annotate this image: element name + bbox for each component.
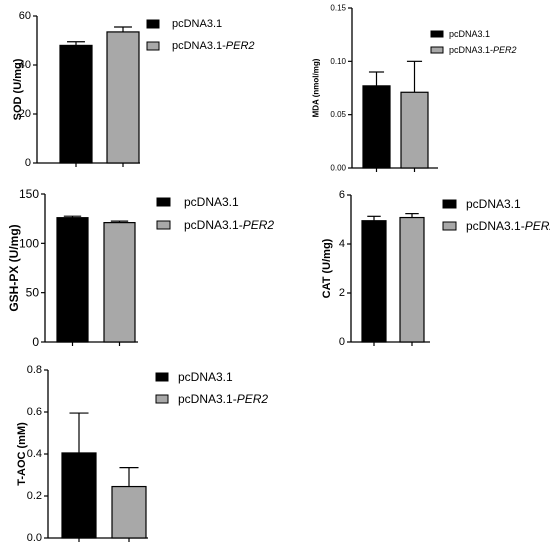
legend-swatch — [146, 41, 160, 51]
legend-swatch — [430, 46, 444, 54]
y-tick-label: 0.2 — [27, 490, 42, 502]
y-axis-title: SOD (U/mg) — [12, 58, 24, 120]
y-tick-label: 50 — [26, 286, 40, 300]
y-tick-label: 6 — [339, 189, 345, 201]
y-tick-label: 0 — [32, 335, 39, 349]
y-tick-label: 150 — [19, 187, 39, 201]
y-tick-label: 0.05 — [330, 110, 346, 119]
bar-pcdna3-1-per2 — [103, 222, 136, 343]
y-tick-label: 4 — [339, 238, 345, 250]
y-axis-title: T-AOC (mM) — [16, 422, 28, 486]
legend-label-gene: PER2 — [226, 40, 255, 52]
legend-swatch — [156, 220, 171, 230]
y-axis-title: GSH-PX (U/mg) — [7, 224, 21, 311]
legend-swatch — [146, 19, 160, 29]
bar-pcdna3-1 — [61, 452, 97, 539]
legend-swatch — [442, 199, 457, 209]
legend-label: pcDNA3.1-PER2 — [184, 218, 274, 232]
y-tick-label: 0.6 — [27, 406, 42, 418]
y-tick-label: 0 — [25, 157, 31, 169]
legend-swatch — [430, 30, 444, 38]
legend: pcDNA3.1 pcDNA3.1-PER2 — [146, 18, 255, 52]
legend: pcDNA3.1 pcDNA3.1-PER2 — [430, 29, 517, 55]
bar-pcdna3-1-per2 — [400, 91, 429, 169]
y-tick-label: 0.8 — [27, 364, 42, 376]
legend-label-gene: PER2 — [237, 392, 269, 406]
legend-swatch — [155, 394, 169, 404]
bar-pcdna3-1-per2 — [399, 216, 425, 343]
legend-label-prefix: pcDNA3.1- — [178, 392, 237, 406]
legend-label: pcDNA3.1 — [178, 370, 233, 384]
cat-chart: 0 2 4 6 CAT (U/mg) pcDNA3.1 pcDNA3.1-PER2 — [321, 189, 550, 348]
legend-label: pcDNA3.1 — [172, 18, 222, 30]
bar-pcdna3-1 — [59, 44, 93, 164]
y-tick-label: 0.00 — [330, 164, 346, 173]
legend-swatch — [442, 221, 457, 231]
y-tick-label: 0.15 — [330, 4, 346, 13]
y-tick-label: 0 — [339, 336, 345, 348]
bar-pcdna3-1 — [362, 85, 391, 169]
legend-label-prefix: pcDNA3.1- — [172, 40, 226, 52]
y-tick-label: 20 — [19, 108, 31, 120]
legend-label: pcDNA3.1 — [184, 195, 239, 209]
bar-pcdna3-1 — [361, 220, 387, 343]
legend-label: pcDNA3.1-PER2 — [466, 219, 550, 233]
legend: pcDNA3.1 pcDNA3.1-PER2 — [442, 197, 550, 233]
y-tick-label: 0.4 — [27, 448, 42, 460]
legend-label-gene: PER2 — [243, 218, 275, 232]
legend-label-gene: PER2 — [525, 219, 550, 233]
legend-label-prefix: pcDNA3.1- — [449, 45, 493, 55]
legend-label: pcDNA3.1-PER2 — [178, 392, 268, 406]
y-tick-label: 40 — [19, 59, 31, 71]
sod-chart: 0 20 40 60 SOD (U/mg) pcDNA3.1 pcDNA3.1-PER2 — [12, 10, 255, 169]
legend-label-prefix: pcDNA3.1- — [184, 218, 243, 232]
legend-label: pcDNA3.1-PER2 — [172, 40, 255, 52]
legend-swatch — [156, 197, 171, 207]
legend-label-prefix: pcDNA3.1- — [466, 219, 525, 233]
gshpx-chart: 0 50 100 150 GSH-PX (U/mg) pcDNA3.1 pcDNA3.1-P… — [7, 187, 274, 349]
y-tick-label: 60 — [19, 10, 31, 22]
legend: pcDNA3.1 pcDNA3.1-PER2 — [155, 370, 268, 406]
legend-label: pcDNA3.1 — [466, 197, 521, 211]
legend-label-gene: PER2 — [493, 45, 517, 55]
bar-pcdna3-1 — [56, 217, 89, 343]
y-tick-label: 0.0 — [27, 532, 42, 544]
legend-swatch — [155, 372, 169, 382]
legend: pcDNA3.1 pcDNA3.1-PER2 — [156, 195, 274, 232]
y-tick-label: 0.10 — [330, 57, 346, 66]
y-tick-label: 2 — [339, 287, 345, 299]
y-tick-label: 100 — [19, 236, 39, 250]
bar-pcdna3-1-per2 — [111, 485, 147, 539]
taoc-chart: 0.00.20.40.60.8T-AOC (mM)pcDNA3.1pcDNA3.… — [16, 364, 268, 544]
y-axis-title: CAT (U/mg) — [321, 238, 333, 298]
bar-pcdna3-1-per2 — [106, 31, 140, 164]
legend-label: pcDNA3.1 — [449, 29, 490, 39]
legend-label: pcDNA3.1-PER2 — [449, 45, 517, 55]
y-axis-title: MDA (nmol/mg) — [312, 58, 321, 117]
